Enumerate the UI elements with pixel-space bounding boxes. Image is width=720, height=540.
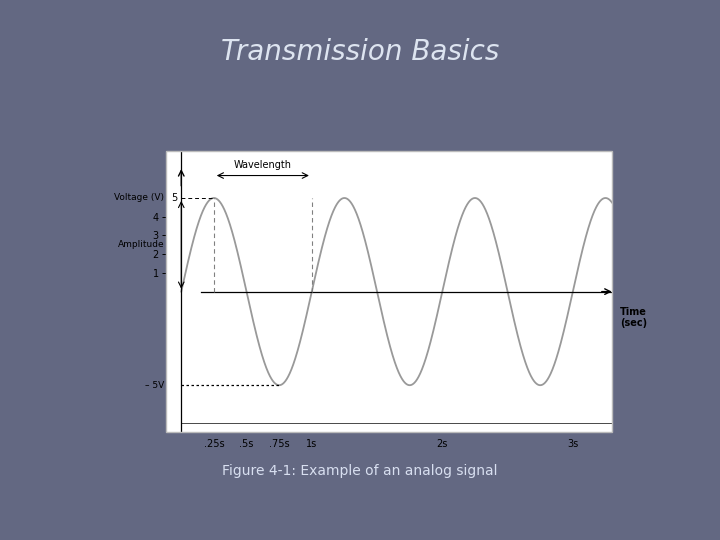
Text: Wavelength: Wavelength: [234, 160, 292, 170]
Text: 5: 5: [171, 193, 177, 203]
Text: Figure 4-1: Example of an analog signal: Figure 4-1: Example of an analog signal: [222, 464, 498, 478]
Text: Amplitude: Amplitude: [117, 240, 164, 249]
Text: Transmission Basics: Transmission Basics: [221, 38, 499, 66]
Text: Time
(sec): Time (sec): [620, 307, 647, 328]
Text: Voltage (V): Voltage (V): [114, 193, 164, 202]
Text: – 5V: – 5V: [145, 381, 164, 390]
